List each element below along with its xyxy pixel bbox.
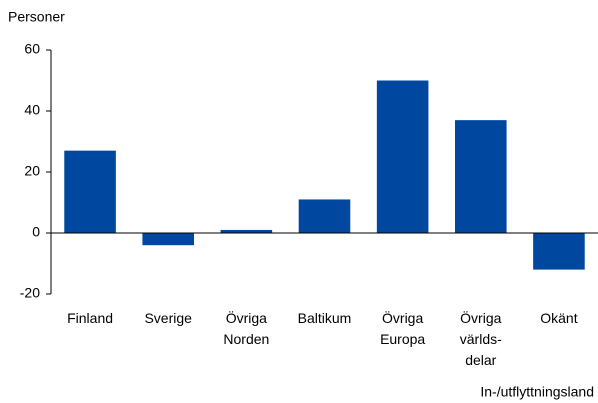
bar <box>220 229 273 233</box>
bar <box>533 233 585 270</box>
y-tick-label: 0 <box>32 224 40 240</box>
y-tick-label: 40 <box>24 102 40 118</box>
bar <box>64 150 116 233</box>
y-tick-label: 60 <box>24 41 40 57</box>
x-tick-label: Övriga Europa <box>380 309 425 347</box>
x-tick-label: Finland <box>67 310 113 326</box>
bar <box>376 80 429 233</box>
x-axis-label: In-/utflyttningsland <box>480 384 594 400</box>
bar <box>454 120 507 233</box>
x-tick-label: Okänt <box>540 310 577 326</box>
x-tick-label: Sverige <box>144 310 192 326</box>
y-tick-label: 20 <box>24 163 40 179</box>
bar <box>298 199 351 233</box>
x-tick-label: Baltikum <box>298 310 352 326</box>
y-tick-label: -20 <box>20 285 40 301</box>
bar <box>142 233 195 246</box>
x-tick-label: Övriga Norden <box>223 309 269 347</box>
x-tick-label: Övriga världs-delar <box>460 309 502 368</box>
y-axis-label: Personer <box>8 9 65 25</box>
